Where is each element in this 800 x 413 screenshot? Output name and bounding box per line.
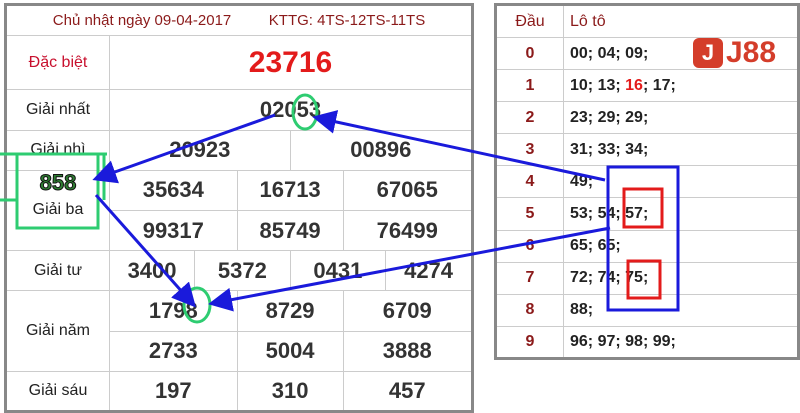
third-prize: 35634 — [109, 169, 238, 211]
loto-numbers: 23; 29; 29; — [563, 101, 799, 135]
prize-label: Giải ba — [5, 169, 110, 252]
dau-digit: 2 — [495, 101, 564, 135]
j88-logo: J J88 — [693, 36, 776, 70]
third-prize: 85749 — [236, 209, 344, 252]
sum-value: 858 — [39, 170, 77, 196]
loto-text: 23; 29; 29; — [570, 108, 649, 126]
loto-row: 3 31; 33; 34; — [495, 133, 799, 167]
third-prize: 76499 — [342, 209, 474, 252]
col-header-dau: Đầu — [495, 3, 564, 39]
arrow — [312, 110, 606, 182]
second-prize: 00896 — [289, 129, 474, 171]
arrow — [94, 194, 196, 308]
number-highlight-75 — [626, 259, 662, 300]
logo-text: J88 — [726, 36, 777, 69]
loto-text: 00; 04; 09; — [570, 44, 649, 62]
special-prize: 23716 — [109, 35, 473, 91]
loto-numbers: 31; 33; 34; — [563, 133, 799, 167]
loto-row: 0 00; 04; 09; — [495, 37, 799, 71]
fifth-prize: 8729 — [236, 290, 344, 332]
col-header-loto: Lô tô — [563, 3, 799, 39]
annotation-overlay — [0, 93, 680, 324]
third-prize: 99317 — [109, 209, 238, 252]
loto-row: 7 72; 74; 75; — [495, 261, 799, 295]
loto-numbers: 65; 65; — [563, 229, 799, 263]
draw-date: Chủ nhật ngày 09-04-2017 — [52, 12, 232, 30]
loto-text: 96; 97; 98; 99; — [570, 332, 676, 350]
prize-label: Giải tư — [5, 250, 110, 292]
prize-label: Giải năm — [5, 290, 110, 372]
loto-numbers: 96; 97; 98; 99; — [563, 325, 799, 360]
loto-row: 1 10; 13; 16; 17; — [495, 69, 799, 103]
number-highlight-57 — [622, 187, 664, 229]
loto-row: 2 23; 29; 29; — [495, 101, 799, 135]
loto-text: ; 17; — [642, 76, 676, 94]
prize-label: Đặc biệt — [5, 35, 110, 91]
arrow — [92, 113, 276, 184]
special-loto: 16 — [625, 76, 643, 94]
arrow — [208, 226, 611, 312]
dau-digit: 0 — [495, 37, 564, 71]
loto-numbers: 00; 04; 09; — [563, 37, 799, 71]
loto-text: 31; 33; 34; — [570, 140, 649, 158]
loto-highlight-box — [606, 165, 680, 312]
loto-row: 9 96; 97; 98; 99; — [495, 325, 799, 360]
loto-text: 10; 13; — [570, 76, 626, 94]
fifth-prize: 3888 — [342, 330, 474, 372]
loto-numbers: 10; 13; 16; 17; — [563, 69, 799, 103]
fourth-prize: 5372 — [194, 250, 291, 292]
logo-mark: J — [693, 38, 723, 68]
digit-circle — [291, 93, 319, 131]
dau-digit: 9 — [495, 325, 564, 360]
loto-row: 5 53; 54; 57; — [495, 197, 799, 231]
loto-text: 88; — [570, 301, 594, 319]
loto-numbers: 53; 54; 57; — [563, 197, 799, 231]
digit-circle — [182, 286, 212, 324]
third-prize: 67065 — [342, 169, 474, 211]
loto-row: 6 65; 65; — [495, 229, 799, 263]
loto-table: Đầu Lô tô 0 00; 04; 09; 1 10; 13; 16; 17; 2 23… — [494, 3, 800, 360]
fifth-prize: 2733 — [109, 330, 238, 372]
kttg-info: KTTG: 4TS-12TS-11TS — [268, 12, 426, 30]
